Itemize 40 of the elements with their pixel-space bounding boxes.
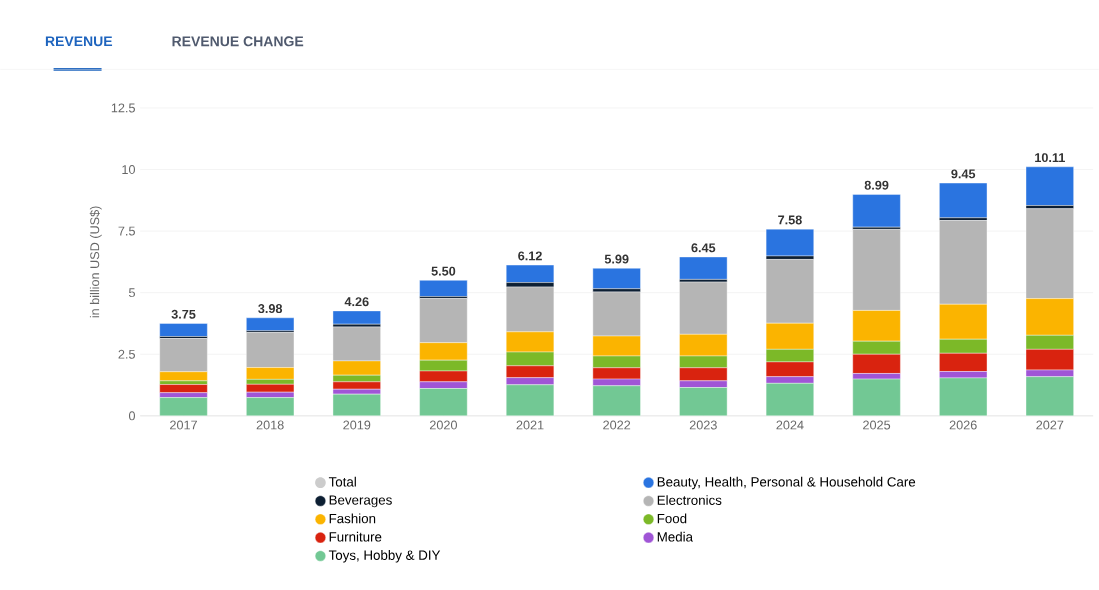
x-tick-label: 2021 [516,420,544,430]
y-tick-label: 10 [122,165,135,175]
total-label: 7.58 [778,215,802,225]
x-tick-label: 2025 [863,420,891,430]
legend-label: Fashion [329,513,376,524]
total-label: 3.98 [258,304,283,314]
total-label: 6.45 [691,243,716,253]
total-label: 4.26 [344,297,369,307]
total-label: 8.99 [864,180,889,190]
legend-label: Electronics [657,495,722,506]
x-tick-label: 2019 [343,420,371,430]
text: REVENUE CHANGE [172,36,304,47]
y-tick-label: 7.5 [118,226,135,236]
x-tick-label: 2018 [256,420,284,430]
total-label: 6.12 [518,251,542,261]
legend-label: Total [328,476,356,487]
y-tick-label: 0 [128,411,135,421]
total-label: 5.50 [431,266,456,276]
legend-label: Beverages [329,495,392,508]
legend-label: Toys, Hobby & DIY [328,550,441,563]
total-label: 5.99 [604,254,629,264]
x-tick-label: 2022 [603,420,631,430]
y-tick-label: 12.5 [111,103,135,113]
total-label: 10.11 [1035,153,1065,163]
x-tick-label: 2017 [170,420,197,430]
legend-label: Furniture [329,531,382,542]
x-tick-label: 2020 [429,420,457,430]
total-label: 3.75 [171,309,196,319]
legend-label: Food [657,513,687,524]
x-tick-label: 2023 [689,420,717,430]
legend-label: Media [657,531,694,542]
x-tick-label: 2026 [949,420,977,430]
x-tick-label: 2027 [1036,420,1064,430]
legend-label: Beauty, Health, Personal & Household Care [657,476,916,490]
text: REVENUE [45,36,113,47]
y-tick-label: 5 [128,288,135,298]
x-tick-label: 2024 [776,420,804,430]
total-label: 9.45 [951,169,976,179]
y-axis-title: in billion USD (US$) [89,206,102,318]
y-tick-label: 2.5 [118,349,135,359]
